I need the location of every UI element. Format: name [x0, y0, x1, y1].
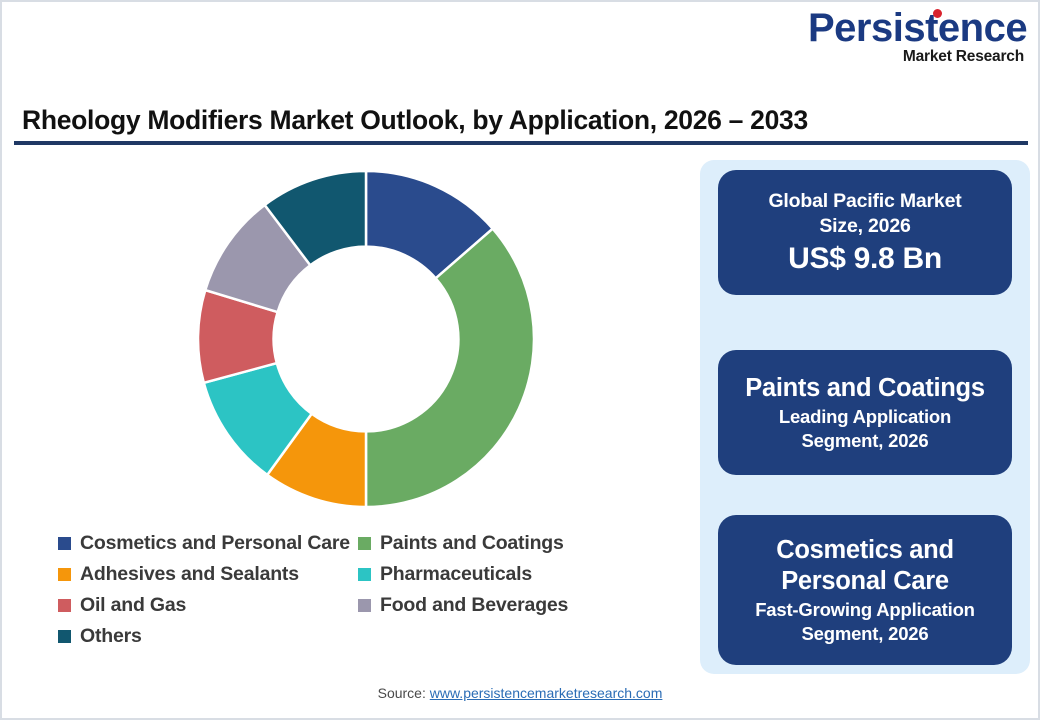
kpi-card-market-size-value: US$ 9.8 Bn	[788, 241, 942, 275]
legend-color-swatch	[58, 568, 71, 581]
donut-slice[interactable]	[364, 226, 536, 509]
legend-color-swatch	[358, 537, 371, 550]
kpi-card-leading-segment: Paints and Coatings Leading Application …	[718, 350, 1012, 475]
legend-color-swatch	[58, 630, 71, 643]
source-url-link[interactable]: www.persistencemarketresearch.com	[429, 685, 663, 701]
kpi-card-fast-growing-sub-line2: Segment, 2026	[801, 623, 929, 644]
kpi-card-fast-growing-segment: Cosmetics and Personal Care Fast-Growing…	[718, 515, 1012, 665]
kpi-card-leading-segment-sub-line1: Leading Application	[778, 406, 952, 427]
donut-chart-svg	[196, 169, 536, 509]
legend-item-label: Pharmaceuticals	[380, 563, 533, 585]
kpi-card-fast-growing-sub-line1: Fast-Growing Application	[755, 599, 975, 620]
frame-border-bottom	[0, 718, 1040, 720]
source-prefix-label: Source:	[377, 685, 430, 701]
frame-border-top	[0, 0, 1040, 2]
brand-logo: Persistence Market Research	[808, 6, 1028, 70]
kpi-card-leading-segment-sub-line2: Segment, 2026	[801, 430, 929, 451]
legend-color-swatch	[358, 568, 371, 581]
legend-item-label: Others	[80, 625, 142, 647]
legend-item-label: Cosmetics and Personal Care	[80, 532, 350, 554]
legend-item[interactable]: Pharmaceuticals	[358, 559, 658, 590]
legend-color-swatch	[58, 537, 71, 550]
legend-item-label: Paints and Coatings	[380, 532, 564, 554]
donut-chart	[195, 168, 537, 510]
legend-color-swatch	[58, 599, 71, 612]
source-note: Source: www.persistencemarketresearch.co…	[0, 685, 1040, 701]
legend-item-label: Food and Beverages	[380, 594, 569, 616]
frame-border-left	[0, 0, 2, 720]
frame-border-right	[1038, 0, 1040, 720]
kpi-card-market-size-label-line1: Global Pacific Market	[768, 189, 962, 212]
kpi-card-fast-growing-headline-line2: Personal Care	[781, 567, 949, 595]
legend-item[interactable]: Cosmetics and Personal Care	[58, 528, 358, 559]
brand-tagline: Market Research	[902, 48, 1024, 65]
brand-accent-dot-icon	[933, 9, 942, 18]
legend-item[interactable]: Others	[58, 621, 358, 652]
legend-item-label: Adhesives and Sealants	[80, 563, 299, 585]
legend-item[interactable]: Paints and Coatings	[358, 528, 658, 559]
legend-item[interactable]: Food and Beverages	[358, 590, 658, 621]
legend-item[interactable]: Oil and Gas	[58, 590, 358, 621]
legend-item-label: Oil and Gas	[80, 594, 187, 616]
chart-legend: Cosmetics and Personal Care Paints and Co…	[58, 528, 658, 652]
page-title: Rheology Modifiers Market Outlook, by Ap…	[22, 105, 808, 135]
kpi-card-market-size-label-line2: Size, 2026	[819, 214, 911, 237]
legend-color-swatch	[358, 599, 371, 612]
brand-name: Persistence	[808, 6, 1028, 50]
kpi-card-fast-growing-headline-line1: Cosmetics and	[776, 536, 954, 564]
title-divider	[14, 141, 1028, 145]
donut-slice[interactable]	[262, 169, 368, 268]
highlights-panel: Global Pacific Market Size, 2026 US$ 9.8…	[700, 160, 1030, 674]
kpi-card-leading-segment-headline: Paints and Coatings	[745, 374, 985, 402]
legend-item[interactable]: Adhesives and Sealants	[58, 559, 358, 590]
kpi-card-market-size: Global Pacific Market Size, 2026 US$ 9.8…	[718, 170, 1012, 295]
